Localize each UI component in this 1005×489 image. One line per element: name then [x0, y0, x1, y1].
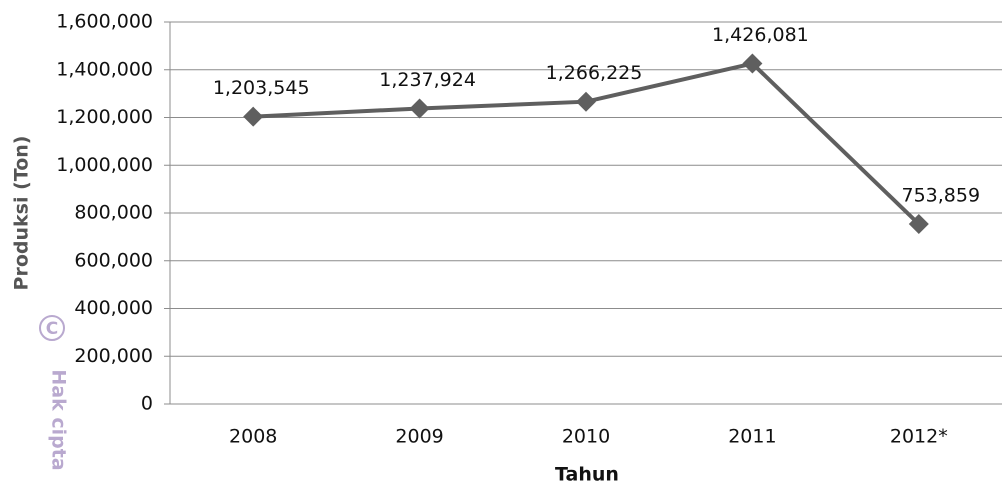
watermark-icon: C	[46, 319, 58, 339]
y-tick-label: 800,000	[74, 202, 153, 224]
x-axis-label: Tahun	[555, 464, 619, 486]
marker	[409, 98, 430, 119]
y-tick-label: 400,000	[74, 297, 153, 319]
x-tick-label: 2008	[229, 426, 277, 448]
marker	[742, 53, 763, 74]
x-tick-label: 2010	[562, 426, 610, 448]
y-axis-label: Produksi (Ton)	[11, 136, 33, 291]
watermark: Hak cipta	[48, 369, 70, 470]
data-label: 1,426,081	[712, 24, 809, 46]
marker	[243, 106, 264, 127]
line	[253, 61, 921, 226]
y-tick-label: 1,600,000	[56, 11, 153, 33]
y-tick-label: 0	[141, 393, 153, 415]
data-label: 753,859	[902, 185, 981, 207]
x-tick-label: 2009	[395, 426, 443, 448]
data-label: 1,237,924	[379, 69, 476, 91]
y-tick-label: 1,400,000	[56, 58, 153, 80]
watermark-circle	[39, 315, 65, 341]
x-tick-label: 2012*	[890, 426, 948, 448]
data-label: 1,266,225	[546, 62, 643, 84]
marker	[908, 214, 929, 235]
y-tick-label: 1,200,000	[56, 106, 153, 128]
y-tick-label: 1,000,000	[56, 154, 153, 176]
marker	[576, 91, 596, 112]
data-label: 1,203,545	[213, 77, 310, 99]
x-tick-label: 2011	[728, 426, 776, 448]
y-tick-label: 200,000	[74, 345, 153, 367]
y-tick-label: 600,000	[74, 249, 153, 271]
